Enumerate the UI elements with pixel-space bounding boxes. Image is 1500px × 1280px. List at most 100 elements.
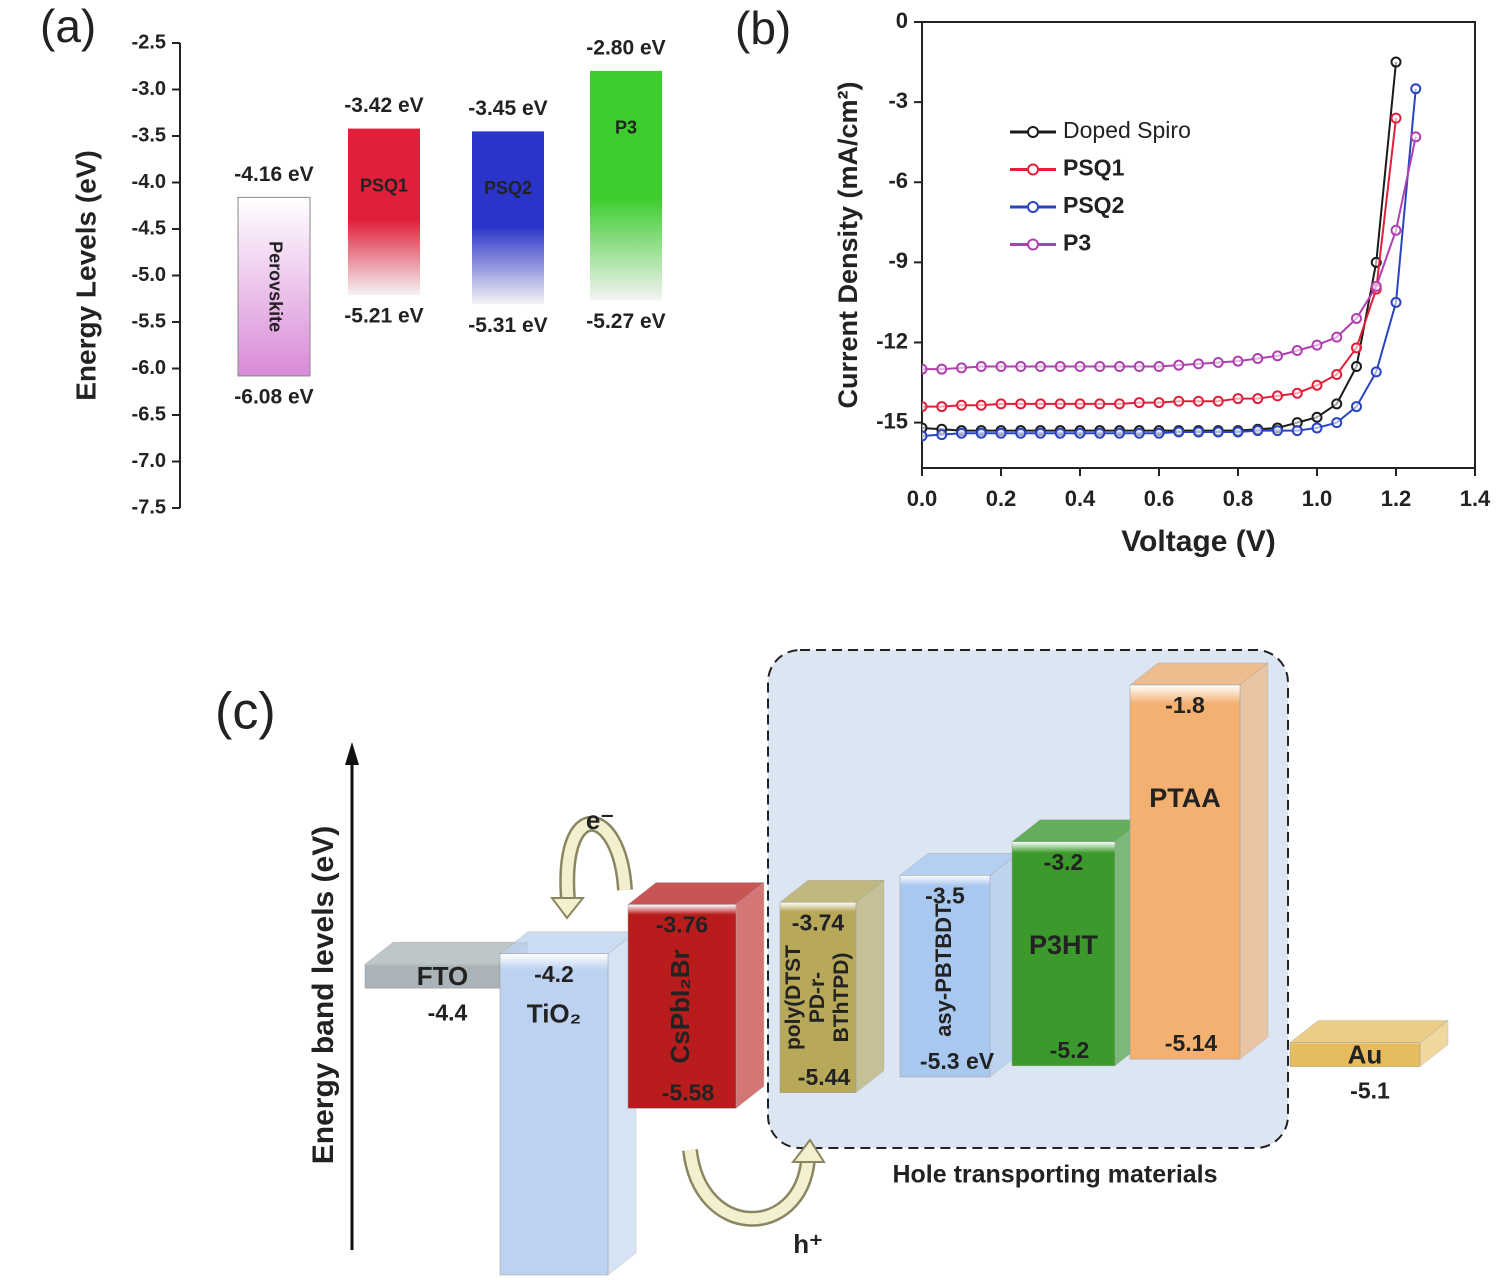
- level-label: -5.1: [1350, 1078, 1390, 1104]
- box-side: [735, 882, 765, 1109]
- marker: [1114, 361, 1125, 373]
- top-label: -3.5: [925, 882, 965, 908]
- marker: [1094, 427, 1106, 439]
- material-name: FTO: [417, 961, 469, 991]
- marker: [1074, 398, 1086, 410]
- material-name: Au: [1348, 1039, 1383, 1069]
- bar-name: Perovskite: [265, 241, 285, 332]
- panel-label: (c): [215, 683, 276, 741]
- marker: [1351, 312, 1362, 324]
- energy-bar: [237, 196, 311, 377]
- electron-label: e⁻: [586, 805, 614, 835]
- x-tick-label: 0.4: [1065, 486, 1096, 511]
- marker: [1331, 331, 1343, 343]
- marker: [1074, 361, 1086, 373]
- marker: [1212, 357, 1224, 369]
- y-tick-label: -2.5: [132, 31, 166, 53]
- marker: [1390, 224, 1402, 236]
- marker: [956, 399, 967, 411]
- legend-marker: [1027, 201, 1039, 213]
- marker: [1035, 361, 1046, 373]
- marker: [1311, 422, 1323, 434]
- marker: [1133, 361, 1145, 373]
- marker: [1212, 395, 1224, 407]
- bar-name: PSQ1: [360, 175, 408, 195]
- x-tick-label: 0.8: [1223, 486, 1254, 511]
- arrow-head: [790, 1138, 826, 1163]
- marker: [1114, 398, 1125, 410]
- marker: [1035, 398, 1046, 410]
- marker: [1015, 361, 1027, 373]
- marker: [1015, 427, 1027, 439]
- bar-name: PSQ2: [484, 178, 532, 198]
- y-axis-label: Energy Levels (eV): [70, 150, 101, 401]
- marker: [1272, 350, 1283, 362]
- marker: [1114, 427, 1125, 439]
- marker: [1015, 398, 1027, 410]
- y-tick-label: -5.0: [132, 264, 166, 286]
- marker: [936, 363, 948, 375]
- marker: [995, 398, 1007, 410]
- top-label: -1.8: [1165, 692, 1205, 718]
- marker: [1390, 296, 1402, 308]
- material-name: TiO₂: [527, 999, 581, 1029]
- marker: [1074, 427, 1086, 439]
- material-name: poly(DTSTPD-r-BThTPD): [782, 945, 853, 1050]
- plot-area: [922, 56, 1422, 442]
- marker: [1035, 427, 1046, 439]
- y-tick-label: -5.5: [132, 310, 166, 332]
- marker: [1232, 393, 1244, 405]
- box-front: [1289, 1042, 1421, 1067]
- bottom-label: -5.2: [1050, 1037, 1090, 1063]
- top-label: -3.74: [792, 909, 845, 935]
- marker: [956, 362, 967, 374]
- marker: [1054, 398, 1066, 410]
- marker: [1390, 56, 1402, 68]
- bottom-label: -5.27 eV: [586, 310, 665, 333]
- marker: [995, 427, 1007, 439]
- series-line: [922, 136, 1417, 371]
- marker: [922, 430, 928, 442]
- marker: [936, 429, 948, 441]
- legend-marker: [1027, 126, 1039, 138]
- marker: [1054, 427, 1066, 439]
- top-label: -4.2: [534, 961, 574, 987]
- x-tick-label: 0.6: [1144, 486, 1175, 511]
- marker: [1311, 339, 1323, 351]
- y-tick-label: -4.0: [132, 171, 166, 193]
- marker: [975, 427, 987, 439]
- marker: [1193, 358, 1204, 370]
- top-label: -3.2: [1044, 849, 1084, 875]
- marker: [1252, 393, 1264, 405]
- legend-label: PSQ1: [1063, 155, 1125, 181]
- bottom-label: -5.14: [1165, 1030, 1218, 1056]
- marker: [1370, 366, 1382, 378]
- y-tick-label: -3.0: [132, 78, 166, 100]
- material-name: CsPbI₂Br: [665, 949, 695, 1063]
- legend-marker: [1027, 163, 1039, 176]
- electron-arrow: [561, 818, 631, 901]
- bottom-label: -5.31 eV: [468, 314, 547, 337]
- marker: [1173, 359, 1185, 371]
- y-tick-label: -9: [888, 248, 908, 273]
- y-tick-label: -4.5: [132, 217, 166, 239]
- panel-label: (b): [735, 2, 791, 54]
- material-name: PTAA: [1149, 783, 1221, 813]
- y-tick-label: -12: [876, 328, 908, 353]
- top-label: -3.42 eV: [344, 94, 423, 117]
- marker: [1410, 131, 1422, 143]
- top-label: -4.16 eV: [234, 163, 313, 186]
- y-axis-label: Energy band levels (eV): [307, 826, 340, 1164]
- hole-arrow: [684, 1149, 814, 1225]
- marker: [1272, 425, 1283, 437]
- marker: [1133, 397, 1145, 409]
- group-label: Hole transporting materials: [892, 1161, 1217, 1189]
- material-name: P3HT: [1029, 930, 1099, 960]
- marker: [922, 401, 928, 413]
- marker: [1232, 426, 1244, 438]
- legend-label: Doped Spiro: [1063, 117, 1191, 143]
- marker: [1153, 397, 1165, 409]
- marker: [1054, 361, 1066, 373]
- marker: [975, 361, 987, 373]
